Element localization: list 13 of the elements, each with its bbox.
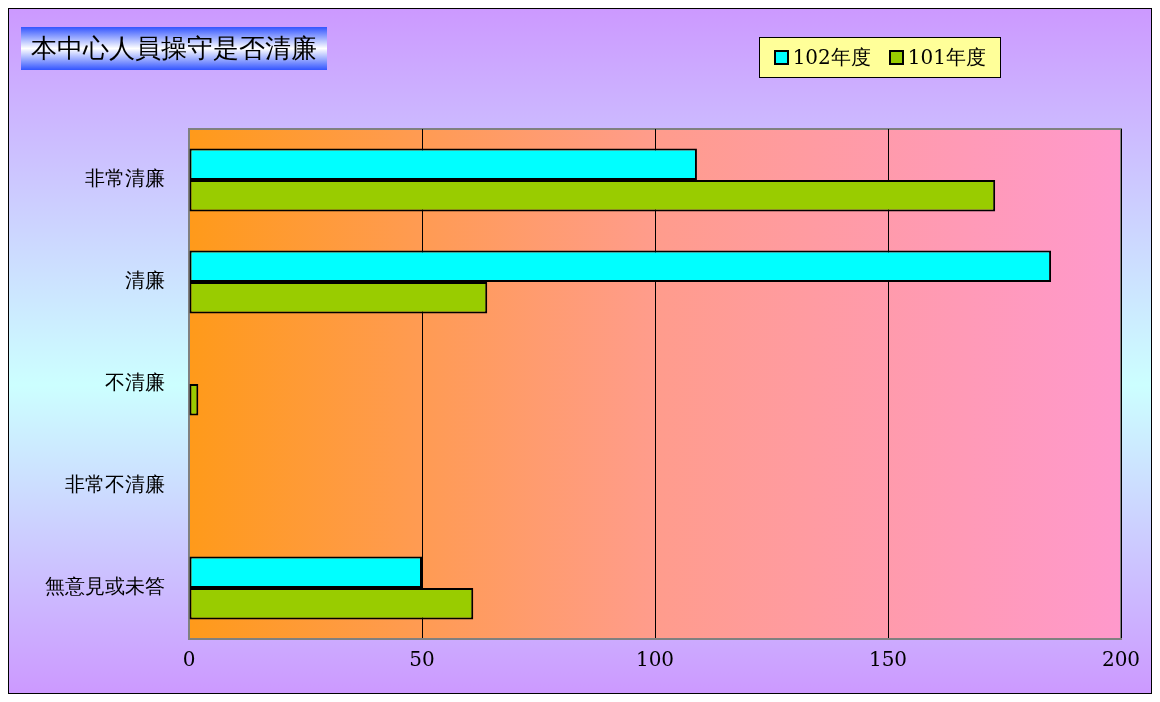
x-tick-label: 50 (409, 647, 435, 672)
x-tick-label: 100 (635, 647, 675, 672)
y-tick-label: 無意見或未答 (45, 574, 165, 599)
legend-label: 101年度 (907, 44, 986, 71)
y-tick-label: 非常清廉 (85, 166, 165, 191)
x-tick-label: 200 (1101, 647, 1141, 672)
x-tick-label: 0 (182, 647, 196, 672)
y-tick-label: 非常不清廉 (65, 472, 165, 497)
y-tick-label: 清廉 (125, 268, 165, 293)
text: 102年度 (792, 44, 871, 71)
chart-title: 本中心人員操守是否清廉 (21, 27, 327, 70)
x-tick-label: 150 (868, 647, 908, 672)
y-tick-label: 不清廉 (105, 370, 165, 395)
